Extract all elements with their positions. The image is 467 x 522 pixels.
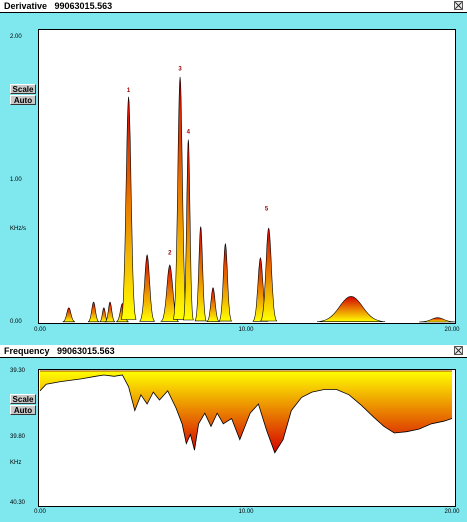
peak-label: 4: [187, 129, 191, 135]
derivative-auto-button[interactable]: Auto: [10, 95, 36, 105]
derivative-close-icon[interactable]: [454, 1, 463, 10]
derivative-peak: [183, 139, 194, 321]
derivative-peak: [218, 243, 233, 322]
frequency-scale-button[interactable]: Scale: [10, 394, 36, 404]
frequency-y-tick: 40.30: [10, 500, 26, 506]
peak-label: 2: [168, 250, 172, 256]
derivative-x-tick: 10.00: [238, 327, 254, 333]
derivative-window: Derivative 99063015.563 2.00 1.00 0.00 K…: [0, 0, 467, 343]
frequency-x-tick: 10.00: [238, 509, 254, 515]
frequency-line: [39, 374, 453, 454]
derivative-peak: [172, 76, 188, 320]
derivative-peak: [206, 287, 221, 322]
frequency-x-tick: 20.00: [444, 509, 460, 515]
derivative-peak: [418, 317, 457, 323]
derivative-peak: [139, 254, 156, 322]
derivative-peak: [194, 226, 207, 322]
derivative-y-tick: 2.00: [10, 34, 22, 40]
derivative-peak: [120, 96, 137, 320]
derivative-x-tick: 20.00: [444, 327, 460, 333]
derivative-peak: [87, 301, 100, 323]
derivative-peak: [260, 227, 278, 322]
derivative-peak: [62, 307, 76, 323]
derivative-plot-area[interactable]: [38, 29, 456, 324]
frequency-area: [40, 371, 452, 453]
derivative-titlebar[interactable]: Derivative 99063015.563: [0, 0, 467, 13]
frequency-title: Frequency 99063015.563: [4, 346, 115, 356]
frequency-y-axis-label: KHz: [10, 460, 22, 466]
derivative-peak: [104, 301, 116, 323]
peak-label: 3: [178, 67, 182, 73]
frequency-y-tick: 39.80: [10, 434, 26, 440]
peak-label: 5: [265, 206, 269, 212]
derivative-y-axis-label: KHz/s: [10, 226, 27, 232]
derivative-title: Derivative 99063015.563: [4, 1, 113, 11]
frequency-auto-button[interactable]: Auto: [10, 405, 36, 415]
derivative-peak: [317, 296, 386, 322]
frequency-close-icon[interactable]: [454, 346, 463, 355]
frequency-y-tick: 39.30: [10, 368, 26, 374]
peak-label: 1: [127, 88, 131, 94]
frequency-titlebar[interactable]: Frequency 99063015.563: [0, 345, 467, 358]
derivative-x-tick: 0.00: [34, 327, 46, 333]
frequency-x-tick: 0.00: [34, 509, 46, 515]
derivative-y-tick: 1.00: [10, 176, 22, 183]
derivative-y-tick: 0.00: [10, 319, 22, 325]
derivative-scale-button[interactable]: Scale: [10, 84, 36, 94]
